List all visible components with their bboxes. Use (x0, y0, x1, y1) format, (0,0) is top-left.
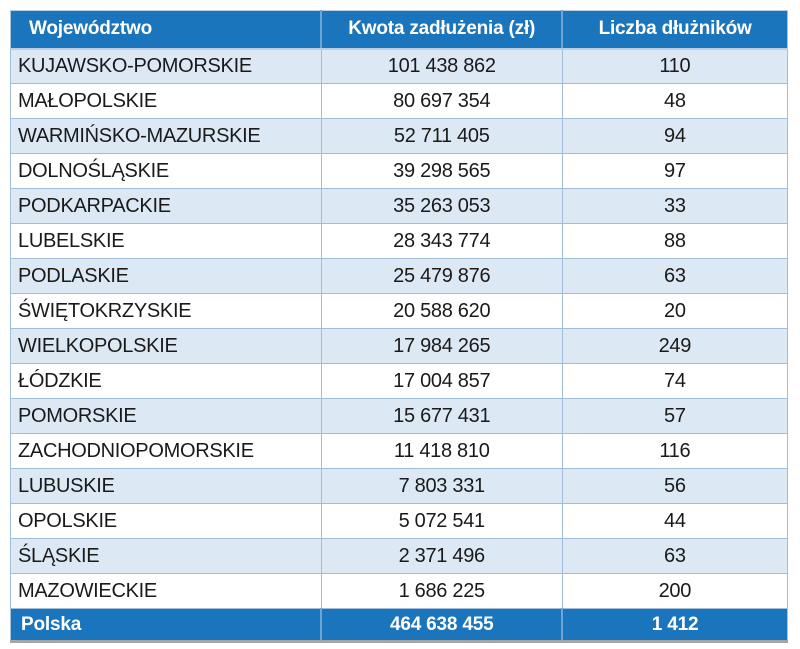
total-row: Polska 464 638 455 1 412 (10, 608, 788, 642)
amount-cell: 52 711 405 (320, 118, 563, 154)
table-row: MAŁOPOLSKIE 80 697 354 48 (10, 83, 789, 119)
total-label-cell: Polska (10, 608, 323, 642)
table-row: KUJAWSKO-POMORSKIE 101 438 862 110 (10, 48, 789, 84)
amount-cell: 7 803 331 (320, 468, 563, 504)
amount-cell: 15 677 431 (320, 398, 563, 434)
region-cell: MAŁOPOLSKIE (10, 83, 322, 119)
debtors-cell: 44 (561, 503, 789, 539)
region-cell: ZACHODNIOPOMORSKIE (10, 433, 322, 469)
debtors-cell: 20 (561, 293, 789, 329)
debtors-cell: 74 (561, 363, 789, 399)
table-row: ŁÓDZKIE 17 004 857 74 (10, 363, 789, 399)
table-row: ŚLĄSKIE 2 371 496 63 (10, 538, 789, 574)
amount-cell: 17 984 265 (320, 328, 563, 364)
debtors-cell: 200 (561, 573, 789, 609)
table-row: OPOLSKIE 5 072 541 44 (10, 503, 789, 539)
region-cell: OPOLSKIE (10, 503, 322, 539)
debtors-cell: 57 (561, 398, 789, 434)
amount-cell: 11 418 810 (320, 433, 563, 469)
amount-cell: 17 004 857 (320, 363, 563, 399)
table-row: WIELKOPOLSKIE 17 984 265 249 (10, 328, 789, 364)
region-cell: MAZOWIECKIE (10, 573, 322, 609)
region-cell: ŚWIĘTOKRZYSKIE (10, 293, 322, 329)
table-row: ŚWIĘTOKRZYSKIE 20 588 620 20 (10, 293, 789, 329)
debtors-cell: 94 (561, 118, 789, 154)
header-row: Województwo Kwota zadłużenia (zł) Liczba… (10, 10, 788, 50)
region-cell: WIELKOPOLSKIE (10, 328, 322, 364)
table-row: ZACHODNIOPOMORSKIE 11 418 810 116 (10, 433, 789, 469)
debtors-cell: 249 (561, 328, 789, 364)
region-cell: DOLNOŚLĄSKIE (10, 153, 322, 189)
region-cell: PODKARPACKIE (10, 188, 322, 224)
table-row: POMORSKIE 15 677 431 57 (10, 398, 789, 434)
region-cell: ŚLĄSKIE (10, 538, 322, 574)
region-cell: ŁÓDZKIE (10, 363, 322, 399)
amount-cell: 101 438 862 (320, 48, 563, 84)
table-row: PODKARPACKIE 35 263 053 33 (10, 188, 789, 224)
region-cell: LUBELSKIE (10, 223, 322, 259)
region-cell: WARMIŃSKO-MAZURSKIE (10, 118, 322, 154)
column-header-region: Województwo (10, 10, 323, 50)
table-row: LUBELSKIE 28 343 774 88 (10, 223, 789, 259)
debtors-cell: 97 (561, 153, 789, 189)
debtors-cell: 33 (561, 188, 789, 224)
region-cell: LUBUSKIE (10, 468, 322, 504)
column-header-debtors: Liczba dłużników (562, 10, 788, 50)
region-cell: KUJAWSKO-POMORSKIE (10, 48, 322, 84)
region-cell: PODLASKIE (10, 258, 322, 294)
debtors-cell: 48 (561, 83, 789, 119)
column-header-amount: Kwota zadłużenia (zł) (321, 10, 564, 50)
debtors-cell: 116 (561, 433, 789, 469)
amount-cell: 2 371 496 (320, 538, 563, 574)
amount-cell: 5 072 541 (320, 503, 563, 539)
table-row: MAZOWIECKIE 1 686 225 200 (10, 573, 789, 609)
amount-cell: 35 263 053 (320, 188, 563, 224)
table-row: DOLNOŚLĄSKIE 39 298 565 97 (10, 153, 789, 189)
amount-cell: 1 686 225 (320, 573, 563, 609)
debtors-cell: 88 (561, 223, 789, 259)
amount-cell: 80 697 354 (320, 83, 563, 119)
table-row: LUBUSKIE 7 803 331 56 (10, 468, 789, 504)
table-row: WARMIŃSKO-MAZURSKIE 52 711 405 94 (10, 118, 789, 154)
amount-cell: 28 343 774 (320, 223, 563, 259)
amount-cell: 25 479 876 (320, 258, 563, 294)
debtors-cell: 110 (561, 48, 789, 84)
debtors-cell: 63 (561, 538, 789, 574)
debtors-cell: 63 (561, 258, 789, 294)
debt-by-voivodeship-table: Województwo Kwota zadłużenia (zł) Liczba… (10, 10, 789, 643)
amount-cell: 20 588 620 (320, 293, 563, 329)
debtors-cell: 56 (561, 468, 789, 504)
amount-cell: 39 298 565 (320, 153, 563, 189)
total-debtors-cell: 1 412 (562, 608, 788, 642)
table-row: PODLASKIE 25 479 876 63 (10, 258, 789, 294)
region-cell: POMORSKIE (10, 398, 322, 434)
total-amount-cell: 464 638 455 (321, 608, 564, 642)
